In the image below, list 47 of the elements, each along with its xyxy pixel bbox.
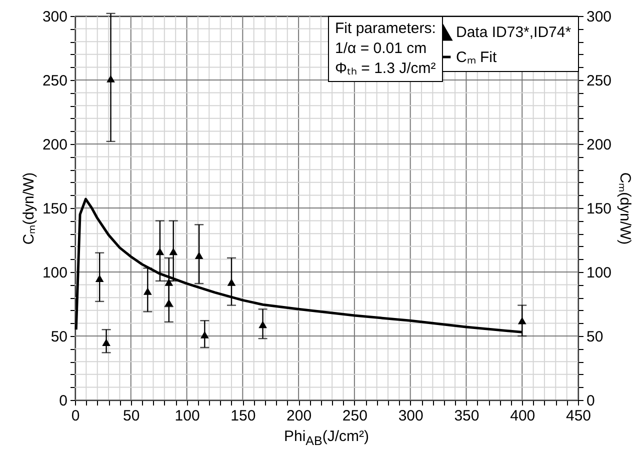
y-tick-label: 0 <box>59 392 68 410</box>
x-tick-label: 100 <box>174 408 200 424</box>
y2-tick-label: 200 <box>586 136 612 154</box>
x-tick-label: 50 <box>123 408 140 424</box>
y-tick-label: 300 <box>42 8 68 26</box>
y2-tick-label: 300 <box>586 8 612 26</box>
point <box>518 317 526 324</box>
line-series <box>74 198 524 334</box>
annotation: 1/α = 0.01 cm <box>335 39 428 59</box>
point <box>102 338 110 346</box>
y-tick-label: 200 <box>42 136 68 154</box>
point <box>164 278 174 286</box>
point <box>227 278 236 286</box>
point <box>194 252 204 259</box>
legend-label: Cₘ Fit <box>456 49 498 66</box>
y-tick-label: 250 <box>42 72 68 90</box>
x-tick-label: 450 <box>566 408 592 424</box>
point <box>200 331 209 338</box>
point <box>95 274 104 282</box>
y2-tick-label: 100 <box>586 264 612 282</box>
y2-axis-title: Cₘ(dyn/W) <box>616 172 634 245</box>
note-box: Fit parameters: 1/α = 0.01 cm Φₜₕ = 1.3 J/cm² <box>328 16 443 82</box>
x-tick-label: 350 <box>454 408 480 424</box>
y-tick-label: 50 <box>50 328 68 346</box>
y2-tick-label: 0 <box>586 392 595 410</box>
annotation: Φₜₕ = 1.3 J/cm² <box>335 59 436 79</box>
y-axis-title: Cₘ(dyn/W) <box>20 172 38 245</box>
y-tick-label: 150 <box>42 200 68 218</box>
x-tick-label: 300 <box>398 408 424 424</box>
x-axis-title: Phi$_{AB}$(J/cm²) <box>282 428 370 448</box>
annotation: Fit parameters: <box>335 19 436 39</box>
legend-label: Data ID73*,ID74* <box>456 24 572 41</box>
point <box>164 299 174 306</box>
point <box>169 248 178 256</box>
x-tick-label: 200 <box>286 408 312 424</box>
y2-tick-label: 250 <box>586 72 612 90</box>
point <box>258 320 267 328</box>
point <box>156 248 164 256</box>
point <box>106 75 115 82</box>
point <box>143 288 152 295</box>
x-tick-label: 400 <box>510 408 536 424</box>
x-tick-label: 150 <box>230 408 256 424</box>
y2-tick-label: 150 <box>586 200 612 218</box>
y-tick-label: 100 <box>42 264 68 282</box>
x-tick-label: 0 <box>71 408 80 424</box>
x-tick-label: 250 <box>342 408 368 424</box>
y2-tick-label: 50 <box>586 328 604 346</box>
